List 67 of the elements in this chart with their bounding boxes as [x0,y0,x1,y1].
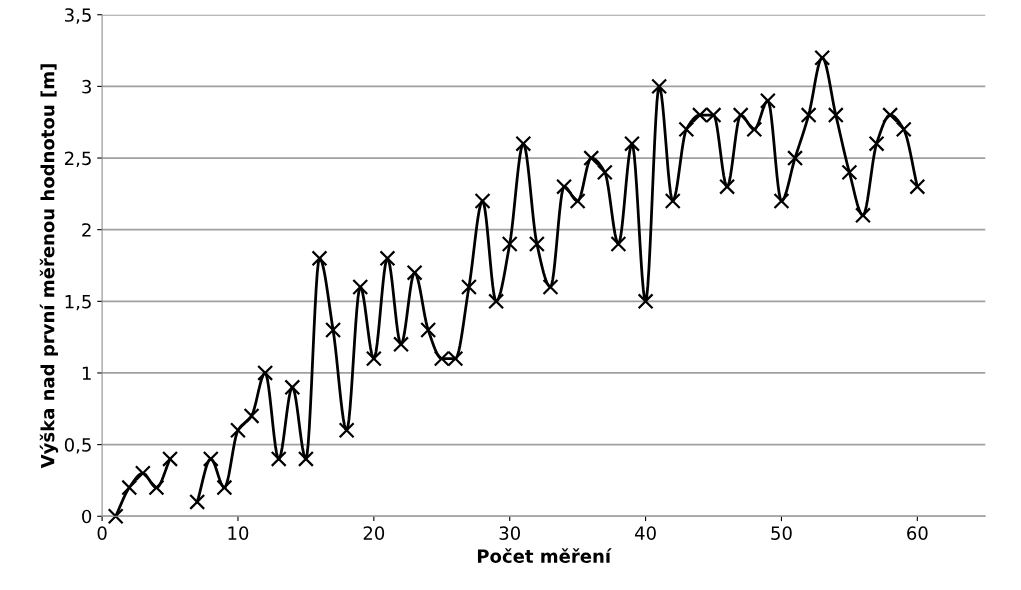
y-tick-label: 3 [82,79,91,94]
point [786,149,804,167]
point [528,235,545,253]
y-tick-label: 3,5 [65,8,91,24]
point [460,278,478,296]
point [229,422,247,439]
point [610,235,627,253]
point [868,135,885,152]
point [297,450,314,467]
point [773,192,790,210]
point [732,107,749,124]
x-tick-label: 30 [499,526,520,540]
point [854,207,872,224]
point [623,135,641,152]
point [759,92,776,109]
point [719,178,736,195]
x-axis-title: Počet měření [477,548,612,563]
point [501,235,518,253]
y-tick-label: 0,5 [64,438,91,454]
point [243,407,260,424]
y-tick-label: 1,5 [65,295,91,311]
point [895,121,912,138]
point [827,107,844,124]
point [651,78,668,95]
point [841,164,858,181]
point [311,250,328,267]
point [637,293,654,310]
point [257,364,274,382]
x-tick-label: 10 [228,526,249,540]
point [352,278,369,296]
point [284,379,301,396]
x-tick-label: 60 [907,526,928,540]
point [746,121,763,138]
y-tick-label: 0 [82,509,92,524]
point [474,192,491,210]
point [392,336,410,353]
point [216,479,233,496]
point [202,450,219,467]
point [556,178,573,195]
point [909,178,926,195]
x-tick-label: 40 [634,526,656,540]
y-tick-label: 2,5 [64,151,91,167]
point [488,293,505,310]
point [420,321,437,339]
y-tick-label: 2 [82,223,91,237]
point [270,450,287,467]
y-tick-label: 1 [82,366,91,380]
x-tick-label: 20 [363,526,385,540]
point [189,493,206,510]
point [583,149,600,167]
point [325,321,342,339]
point [365,350,382,367]
point [542,278,559,296]
point [664,192,681,210]
point [814,49,831,66]
point [569,192,586,210]
point [882,107,899,124]
point [678,121,695,138]
point [379,250,396,267]
y-axis-title: Výška nad první měřenou hodnotou [m] [39,64,59,469]
x-tick-label: 0 [97,526,107,540]
point [406,264,423,281]
x-tick-label: 50 [771,526,792,540]
point [338,422,355,439]
point [800,107,817,124]
point [515,135,532,152]
point [596,164,613,181]
